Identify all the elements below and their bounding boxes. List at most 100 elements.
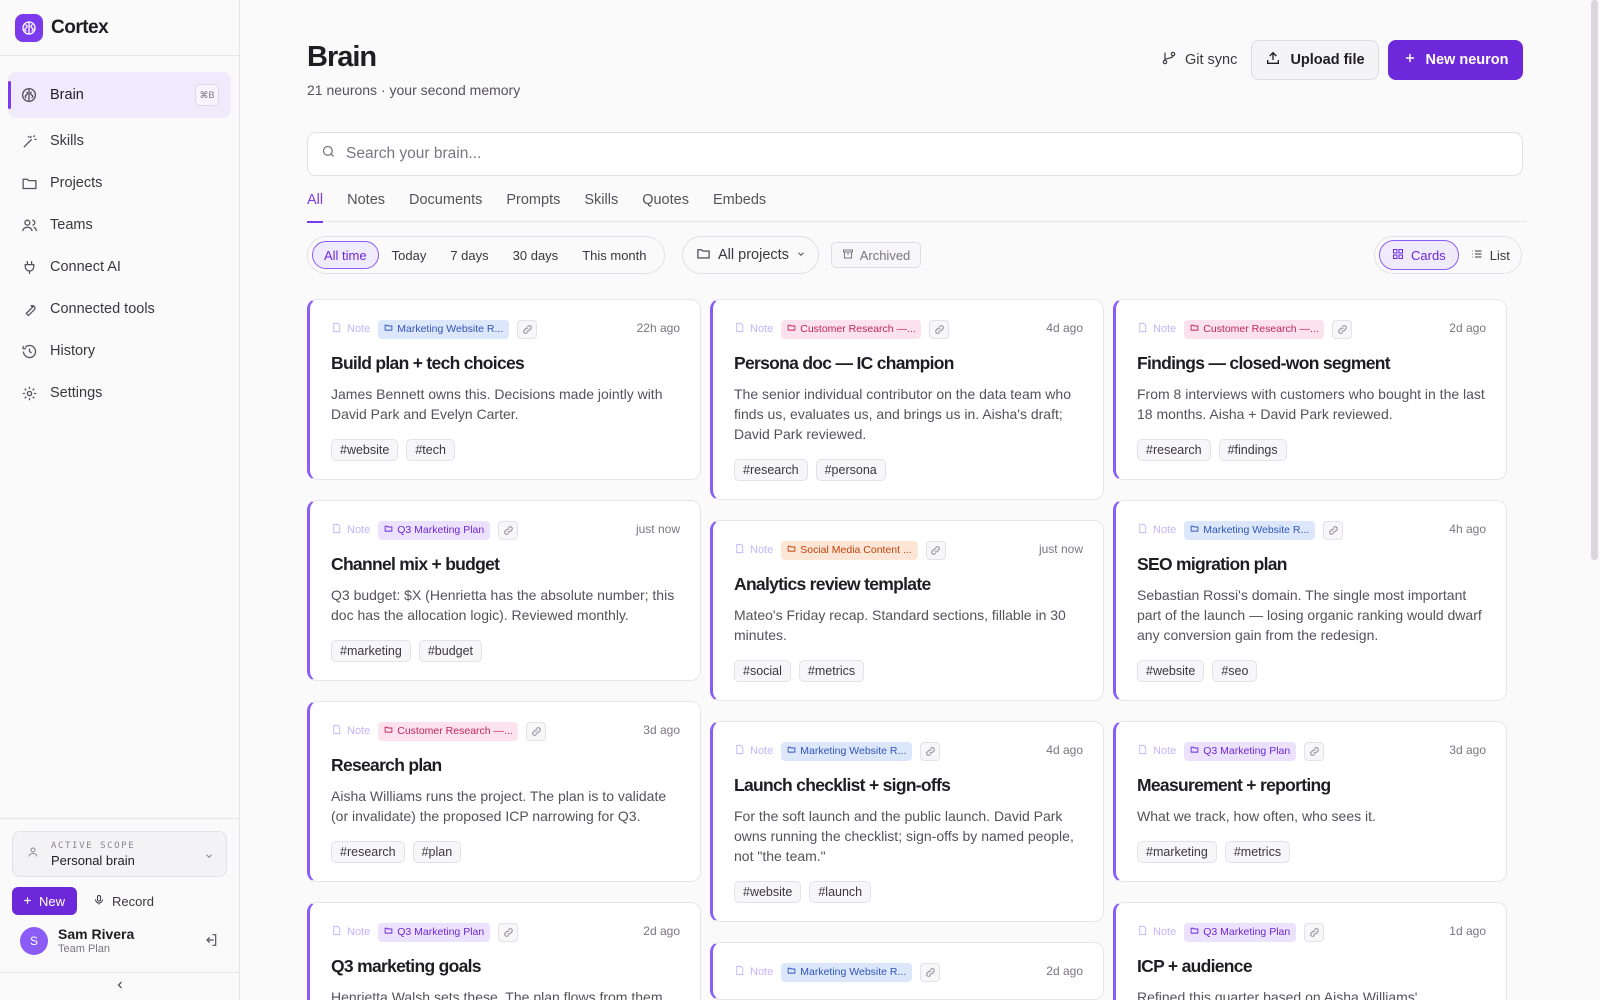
tab-skills[interactable]: Skills xyxy=(584,192,619,208)
record-button[interactable]: Record xyxy=(93,894,154,909)
link-icon[interactable] xyxy=(1323,520,1344,540)
upload-file-button[interactable]: Upload file xyxy=(1251,40,1379,80)
hashtag[interactable]: #research xyxy=(734,459,808,481)
neuron-card[interactable]: Note Marketing Website R... 4h ago SEO migr… xyxy=(1113,500,1507,701)
time-filter-30-days[interactable]: 30 days xyxy=(512,247,559,263)
link-icon[interactable] xyxy=(498,520,519,540)
tab-documents[interactable]: Documents xyxy=(409,192,483,208)
sidebar-item-history[interactable]: History xyxy=(8,330,231,372)
hashtag[interactable]: #plan xyxy=(412,841,462,863)
neuron-card[interactable]: Note Customer Research —... 3d ago Research… xyxy=(307,701,701,882)
active-scope-selector[interactable]: ACTIVE SCOPE Personal brain xyxy=(12,831,227,877)
neuron-card[interactable]: Note Marketing Website R... 2d ago xyxy=(710,942,1104,1000)
tab-all[interactable]: All xyxy=(307,190,324,223)
hashtag[interactable]: #website xyxy=(1137,660,1205,682)
note-icon xyxy=(734,322,745,336)
hashtag[interactable]: #research xyxy=(1137,439,1211,461)
hashtag[interactable]: #seo xyxy=(1212,660,1258,682)
hashtag[interactable]: #marketing xyxy=(331,640,411,662)
hashtag[interactable]: #social xyxy=(734,660,791,682)
hashtag[interactable]: #website xyxy=(331,439,399,461)
neuron-card[interactable]: Note Social Media Content ... just now Anal… xyxy=(710,520,1104,701)
sidebar-item-settings[interactable]: Settings xyxy=(8,372,231,414)
sidebar-item-projects[interactable]: Projects xyxy=(8,162,231,204)
project-tag[interactable]: Customer Research —... xyxy=(378,721,519,741)
hashtag[interactable]: #tech xyxy=(406,439,455,461)
link-icon[interactable] xyxy=(920,741,941,761)
project-tag[interactable]: Marketing Website R... xyxy=(1184,520,1316,540)
new-neuron-button[interactable]: New neuron xyxy=(1388,40,1523,80)
project-tag[interactable]: Q3 Marketing Plan xyxy=(1184,741,1297,761)
project-tag[interactable]: Marketing Website R... xyxy=(378,319,510,339)
hashtag[interactable]: #budget xyxy=(418,640,483,662)
project-tag[interactable]: Marketing Website R... xyxy=(781,741,913,761)
scrollbar-thumb[interactable] xyxy=(1591,0,1598,560)
user-profile[interactable]: S Sam Rivera Team Plan xyxy=(20,926,227,955)
link-icon[interactable] xyxy=(1304,741,1325,761)
time-filter-this-month[interactable]: This month xyxy=(582,247,647,263)
neuron-card[interactable]: Note Customer Research —... 4d ago Persona … xyxy=(710,299,1104,500)
hashtag[interactable]: #marketing xyxy=(1137,841,1217,863)
hashtag[interactable]: #launch xyxy=(809,881,872,903)
project-tag[interactable]: Marketing Website R... xyxy=(781,962,913,982)
link-icon[interactable] xyxy=(1332,319,1353,339)
tab-prompts[interactable]: Prompts xyxy=(506,192,561,208)
hashtag[interactable]: #persona xyxy=(815,459,886,481)
search-input[interactable] xyxy=(346,145,1446,163)
sidebar-item-teams[interactable]: Teams xyxy=(8,204,231,246)
project-filter-select[interactable]: All projects xyxy=(682,236,819,274)
logout-icon[interactable] xyxy=(203,932,219,953)
card-tags: #research #plan xyxy=(331,841,680,863)
hashtag[interactable]: #metrics xyxy=(1224,841,1291,863)
neuron-card[interactable]: Note Customer Research —... 2d ago Findings… xyxy=(1113,299,1507,480)
cards-view-button[interactable]: Cards xyxy=(1379,240,1459,270)
tab-embeds[interactable]: Embeds xyxy=(712,192,767,208)
link-icon[interactable] xyxy=(925,540,946,560)
project-tag[interactable]: Q3 Marketing Plan xyxy=(1184,922,1297,942)
scrollbar[interactable] xyxy=(1590,0,1600,1000)
tab-notes[interactable]: Notes xyxy=(347,192,386,208)
hashtag[interactable]: #research xyxy=(331,841,405,863)
sidebar-item-connect-ai[interactable]: Connect AI xyxy=(8,246,231,288)
view-toggle: Cards List xyxy=(1374,236,1522,274)
link-icon[interactable] xyxy=(929,319,950,339)
link-icon[interactable] xyxy=(920,962,941,982)
card-tags: #marketing #metrics xyxy=(1137,841,1486,863)
neuron-card[interactable]: Note Q3 Marketing Plan 1d ago ICP + audienc… xyxy=(1113,902,1507,1000)
project-tag[interactable]: Customer Research —... xyxy=(1184,319,1325,339)
sidebar-item-brain[interactable]: Brain ⌘B xyxy=(8,72,231,118)
project-tag[interactable]: Q3 Marketing Plan xyxy=(378,922,491,942)
project-tag[interactable]: Social Media Content ... xyxy=(781,540,918,560)
hashtag[interactable]: #metrics xyxy=(798,660,865,682)
project-tag[interactable]: Customer Research —... xyxy=(781,319,922,339)
time-filter-7-days[interactable]: 7 days xyxy=(450,247,489,263)
link-icon[interactable] xyxy=(498,922,519,942)
card-column: Note Customer Research —... 4d ago Persona … xyxy=(710,299,1104,1000)
hashtag[interactable]: #website xyxy=(734,881,802,903)
list-view-button[interactable]: List xyxy=(1459,240,1522,270)
link-icon[interactable] xyxy=(526,721,547,741)
time-filter-today[interactable]: Today xyxy=(391,247,427,263)
folder-icon xyxy=(384,725,393,737)
neuron-card[interactable]: Note Q3 Marketing Plan just now Channel mix… xyxy=(307,500,701,681)
sidebar-item-connected-tools[interactable]: Connected tools xyxy=(8,288,231,330)
collapse-sidebar-button[interactable] xyxy=(0,972,239,1000)
card-title: Channel mix + budget xyxy=(331,554,500,574)
hashtag[interactable]: #findings xyxy=(1218,439,1287,461)
time-filter-all-time[interactable]: All time xyxy=(312,241,379,269)
link-icon[interactable] xyxy=(1304,922,1325,942)
tab-quotes[interactable]: Quotes xyxy=(642,192,689,208)
archived-toggle[interactable]: Archived xyxy=(831,242,921,268)
folder-icon xyxy=(20,174,38,192)
neuron-card[interactable]: Note Q3 Marketing Plan 3d ago Measurement +… xyxy=(1113,721,1507,882)
git-sync-button[interactable]: Git sync xyxy=(1147,40,1251,80)
link-icon[interactable] xyxy=(517,319,538,339)
neuron-card[interactable]: Note Marketing Website R... 4d ago Launch c… xyxy=(710,721,1104,922)
record-button-label: Record xyxy=(112,893,154,909)
microphone-icon xyxy=(93,894,105,909)
sidebar-item-skills[interactable]: Skills xyxy=(8,120,231,162)
neuron-card[interactable]: Note Q3 Marketing Plan 2d ago Q3 marketing … xyxy=(307,902,701,1000)
new-button[interactable]: New xyxy=(12,887,78,915)
project-tag[interactable]: Q3 Marketing Plan xyxy=(378,520,491,540)
neuron-card[interactable]: Note Marketing Website R... 22h ago Build p… xyxy=(307,299,701,480)
